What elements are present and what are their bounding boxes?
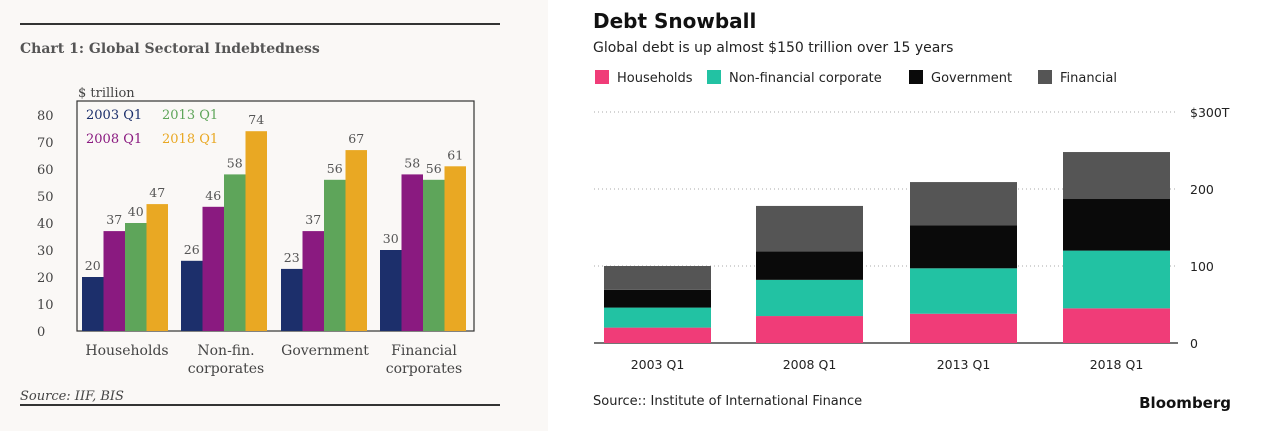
bar <box>181 260 203 331</box>
bar <box>245 131 267 331</box>
bar-data-label: 30 <box>383 231 399 246</box>
bar-data-label: 58 <box>404 155 420 170</box>
stacked-bar-segment <box>910 182 1017 226</box>
bar-data-label: 26 <box>184 242 200 257</box>
y-tick-label: 80 <box>37 109 54 124</box>
bloomberg-logo: Bloomberg <box>1139 394 1231 412</box>
left-chart-panel: Chart 1: Global Sectoral Indebtedness $ t… <box>0 0 548 431</box>
y-tick-label: 200 <box>1190 182 1214 197</box>
x-category-label: Non-fin. <box>197 343 254 359</box>
bar <box>281 268 303 331</box>
chart-subtitle: Global debt is up almost $150 trillion o… <box>593 40 953 56</box>
bar <box>202 206 224 331</box>
bar <box>103 231 125 331</box>
x-category-label: corporates <box>386 361 463 377</box>
y-tick-label: 0 <box>1190 336 1198 351</box>
bar-data-label: 40 <box>128 204 144 219</box>
plot-frame <box>76 100 475 332</box>
bar <box>444 166 466 331</box>
stacked-bar-segment <box>604 327 711 343</box>
y-tick-label: 70 <box>37 136 54 151</box>
x-category-label: 2013 Q1 <box>937 357 991 372</box>
bar-data-label: 61 <box>447 147 463 162</box>
stacked-bar-segment <box>756 279 863 317</box>
x-category-label: corporates <box>188 361 265 377</box>
bar <box>380 250 402 331</box>
legend-entry: Non-financial corporate <box>729 71 882 86</box>
legend-entry: 2018 Q1 <box>162 132 218 147</box>
stacked-bar-segment <box>1063 152 1170 200</box>
legend-entry: 2013 Q1 <box>162 108 218 123</box>
bar <box>324 179 346 331</box>
stacked-bar-segment <box>1063 308 1170 343</box>
right-chart-panel: Debt Snowball Global debt is up almost $1… <box>548 0 1267 431</box>
source-note: Source: IIF, BIS <box>20 389 124 404</box>
legend-swatch <box>707 70 721 84</box>
x-category-label: 2018 Q1 <box>1090 357 1144 372</box>
stacked-bar-segment <box>756 205 863 252</box>
bar-data-label: 56 <box>327 161 343 176</box>
y-tick-label: $300T <box>1190 105 1230 120</box>
x-category-label: 2003 Q1 <box>631 357 685 372</box>
stacked-bar-segment <box>910 225 1017 269</box>
bar <box>125 223 147 331</box>
bar-data-label: 47 <box>149 185 165 200</box>
bar-data-label: 46 <box>205 188 221 203</box>
source-note: Source:: Institute of International Fina… <box>593 394 862 409</box>
bar-data-label: 20 <box>85 258 101 273</box>
bar-data-label: 74 <box>248 112 264 127</box>
y-axis-unit-label: $ trillion <box>78 86 135 101</box>
chart-title: Chart 1: Global Sectoral Indebtedness <box>20 41 320 57</box>
bar <box>345 150 367 331</box>
legend-entry: Financial <box>1060 71 1117 86</box>
legend-entry: Households <box>617 71 693 86</box>
bar <box>401 174 423 331</box>
y-tick-label: 60 <box>37 163 54 178</box>
stacked-bar-segment <box>1063 250 1170 309</box>
bar-data-label: 37 <box>305 212 321 227</box>
legend-swatch <box>909 70 923 84</box>
x-category-label: 2008 Q1 <box>783 357 837 372</box>
bar <box>423 179 445 331</box>
stacked-bar-segment <box>604 289 711 308</box>
bar <box>146 204 168 331</box>
stacked-bar-segment <box>756 316 863 343</box>
sectoral-indebtedness-chart: Chart 1: Global Sectoral Indebtedness $ t… <box>20 23 500 406</box>
y-tick-label: 100 <box>1190 259 1214 274</box>
bar-data-label: 67 <box>348 131 364 146</box>
y-tick-label: 40 <box>37 217 54 232</box>
stacked-bar-segment <box>756 251 863 280</box>
bar <box>224 174 246 331</box>
stacked-bar-segment <box>604 266 711 290</box>
stacked-bar-segment <box>1063 199 1170 251</box>
legend-swatch <box>1038 70 1052 84</box>
legend-entry: Government <box>931 71 1012 86</box>
stacked-bar-segment <box>604 307 711 328</box>
bar <box>82 277 104 331</box>
x-category-label: Financial <box>391 343 457 359</box>
bar-data-label: 23 <box>284 250 300 265</box>
y-tick-label: 20 <box>37 271 54 286</box>
legend-entry: 2003 Q1 <box>86 108 142 123</box>
legend-swatch <box>595 70 609 84</box>
x-category-label: Government <box>281 343 369 359</box>
stacked-bar-segment <box>910 268 1017 314</box>
y-tick-label: 0 <box>37 325 45 340</box>
chart-title: Debt Snowball <box>593 9 756 33</box>
y-tick-label: 30 <box>37 244 54 259</box>
y-tick-label: 50 <box>37 190 54 205</box>
bar-data-label: 58 <box>227 155 243 170</box>
bar-data-label: 56 <box>426 161 442 176</box>
x-category-label: Households <box>85 343 168 359</box>
bar <box>302 231 324 331</box>
y-tick-label: 10 <box>37 298 54 313</box>
legend-entry: 2008 Q1 <box>86 132 142 147</box>
bar-data-label: 37 <box>106 212 122 227</box>
stacked-bar-segment <box>910 313 1017 343</box>
debt-snowball-chart: Debt Snowball Global debt is up almost $1… <box>593 9 1231 412</box>
